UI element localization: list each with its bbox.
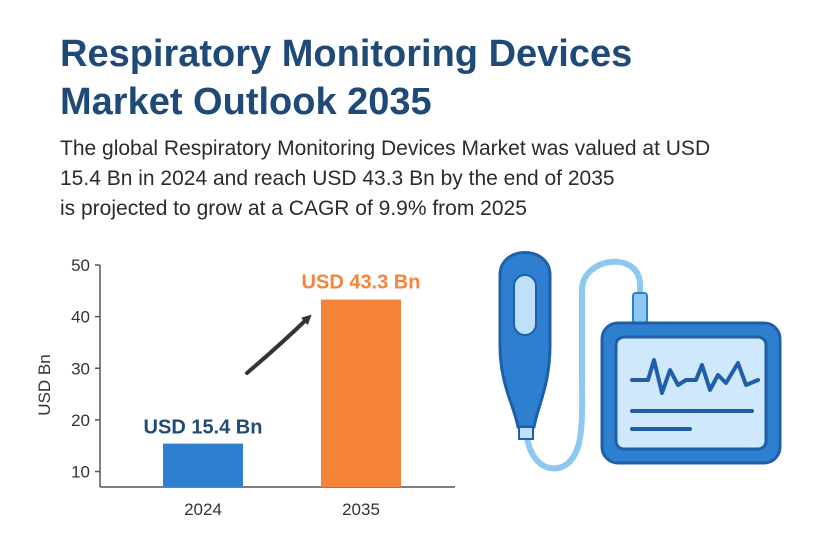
- market-bar-chart: 10 20 30 40 50 2024 2035 USD 15.4 Bn USD 43.3 B…: [35, 256, 455, 519]
- x-tick-label: 2035: [342, 500, 380, 519]
- bar-2035: [321, 299, 401, 487]
- y-tick-label: 40: [71, 308, 90, 327]
- description-line-1: The global Respiratory Monitoring Device…: [60, 137, 711, 160]
- description-line-3: is projected to grow at a CAGR of 9.9% f…: [60, 197, 527, 220]
- description-line-2: 15.4 Bn in 2024 and reach USD 43.3 Bn by…: [60, 167, 615, 190]
- title-line-1: Respiratory Monitoring Devices: [60, 33, 633, 75]
- market-description: The global Respiratory Monitoring Device…: [60, 134, 800, 224]
- bar-2024: [163, 443, 243, 487]
- y-tick-label: 20: [71, 411, 90, 430]
- respiratory-monitor-device-icon: [498, 251, 782, 472]
- growth-arrow: [245, 314, 312, 375]
- x-tick-label: 2024: [184, 500, 222, 519]
- title-line-2: Market Outlook 2035: [60, 81, 432, 123]
- y-tick-label: 50: [71, 256, 90, 275]
- data-label-2035: USD 43.3 Bn: [302, 272, 421, 294]
- page-title: Respiratory Monitoring Devices Market Ou…: [60, 30, 780, 126]
- y-tick-label: 10: [71, 463, 90, 482]
- data-label-2024: USD 15.4 Bn: [144, 417, 263, 439]
- y-axis-label: USD Bn: [35, 354, 54, 415]
- y-tick-label: 30: [71, 359, 90, 378]
